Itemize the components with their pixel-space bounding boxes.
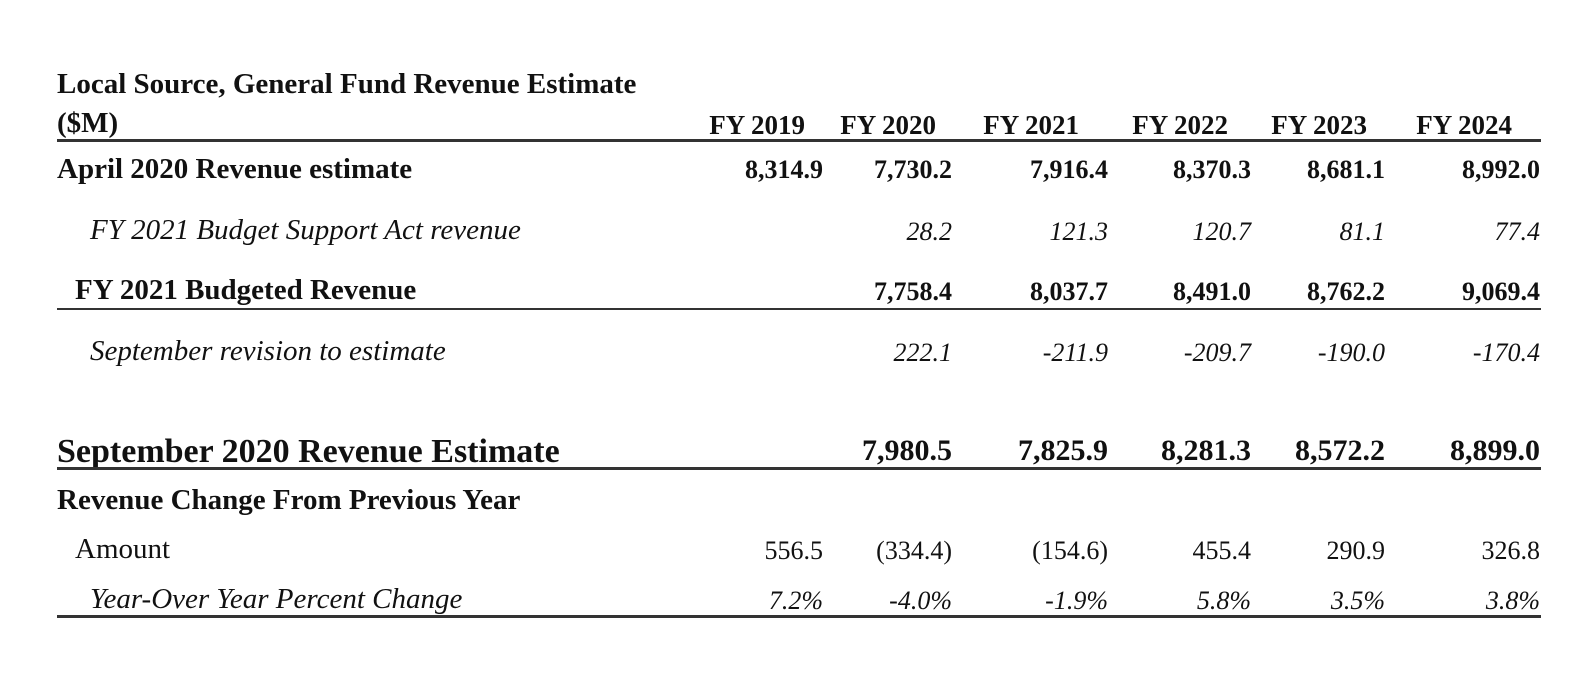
row-label: Amount (75, 533, 171, 565)
cell-fy2024: 326.8 (1481, 536, 1541, 565)
cell-fy2022: 8,491.0 (1173, 277, 1251, 306)
cell-fy2021: 121.3 (1049, 217, 1109, 246)
cell-fy2023: 8,572.2 (1295, 434, 1385, 467)
cell-fy2024: -170.4 (1472, 338, 1540, 367)
row-label: FY 2021 Budgeted Revenue (75, 274, 417, 306)
year-header-fy2019: FY 2019 (709, 110, 805, 140)
cell-fy2020: 222.1 (893, 338, 953, 367)
cell-fy2021: 8,037.7 (1030, 277, 1108, 306)
cell-fy2021: -1.9% (1045, 586, 1108, 615)
year-header-fy2020: FY 2020 (840, 110, 936, 140)
cell-fy2024: 3.8% (1485, 586, 1540, 615)
cell-fy2021: 7,825.9 (1018, 434, 1108, 467)
cell-fy2022: 8,281.3 (1161, 434, 1251, 467)
cell-fy2023: 8,762.2 (1307, 277, 1385, 306)
cell-fy2021: 7,916.4 (1030, 155, 1108, 184)
table-title-line1: Local Source, General Fund Revenue Estim… (57, 68, 637, 100)
table-title-line2: ($M) (57, 107, 119, 139)
row-label: September 2020 Revenue Estimate (57, 433, 560, 470)
cell-fy2024: 77.4 (1494, 217, 1541, 246)
year-header-fy2022: FY 2022 (1132, 110, 1228, 140)
year-header-fy2023: FY 2023 (1271, 110, 1367, 140)
cell-fy2019: 556.5 (764, 536, 824, 565)
cell-fy2022: 5.8% (1196, 586, 1251, 615)
cell-fy2022: 120.7 (1192, 217, 1252, 246)
header-rule (57, 139, 1541, 142)
row-label: Year-Over Year Percent Change (90, 583, 463, 615)
cell-fy2022: 8,370.3 (1173, 155, 1251, 184)
cell-fy2020: 7,980.5 (862, 434, 952, 467)
section-heading-revenue-change: Revenue Change From Previous Year (57, 484, 521, 516)
cell-fy2022: -209.7 (1183, 338, 1251, 367)
year-header-fy2021: FY 2021 (983, 110, 1079, 140)
bottom-rule (57, 615, 1541, 618)
row-label: FY 2021 Budget Support Act revenue (90, 214, 521, 246)
cell-fy2023: -190.0 (1317, 338, 1385, 367)
cell-fy2020: -4.0% (889, 586, 952, 615)
cell-fy2023: 81.1 (1339, 217, 1386, 246)
row-label: September revision to estimate (90, 335, 446, 367)
cell-fy2021: (154.6) (1032, 536, 1108, 565)
year-header-fy2024: FY 2024 (1416, 110, 1512, 140)
cell-fy2020: (334.4) (876, 536, 952, 565)
cell-fy2020: 28.2 (906, 217, 953, 246)
cell-fy2023: 3.5% (1330, 586, 1385, 615)
cell-fy2023: 290.9 (1326, 536, 1386, 565)
row-label: April 2020 Revenue estimate (57, 153, 413, 185)
cell-fy2023: 8,681.1 (1307, 155, 1385, 184)
cell-fy2020: 7,758.4 (874, 277, 952, 306)
cell-fy2020: 7,730.2 (874, 155, 952, 184)
september-rule (57, 467, 1541, 470)
cell-fy2024: 9,069.4 (1462, 277, 1540, 306)
cell-fy2019: 7.2% (768, 586, 823, 615)
cell-fy2022: 455.4 (1192, 536, 1252, 565)
cell-fy2021: -211.9 (1042, 338, 1108, 367)
budgeted-rule (57, 308, 1541, 310)
cell-fy2024: 8,899.0 (1450, 434, 1540, 467)
cell-fy2024: 8,992.0 (1462, 155, 1540, 184)
cell-fy2019: 8,314.9 (745, 155, 823, 184)
